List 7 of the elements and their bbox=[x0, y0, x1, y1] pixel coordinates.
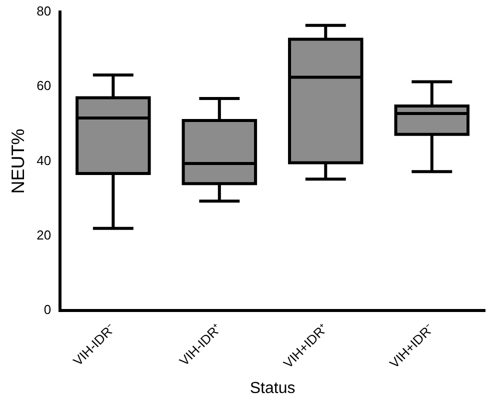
y-tick-label: 80 bbox=[36, 4, 52, 19]
y-tick-label: 40 bbox=[36, 152, 52, 168]
y-axis-title: NEUT% bbox=[8, 128, 28, 194]
y-tick-label: 0 bbox=[44, 302, 52, 317]
y-tick-label: 20 bbox=[36, 227, 52, 242]
x-axis-title: Status bbox=[250, 380, 296, 397]
y-tick-label: 60 bbox=[36, 78, 52, 94]
